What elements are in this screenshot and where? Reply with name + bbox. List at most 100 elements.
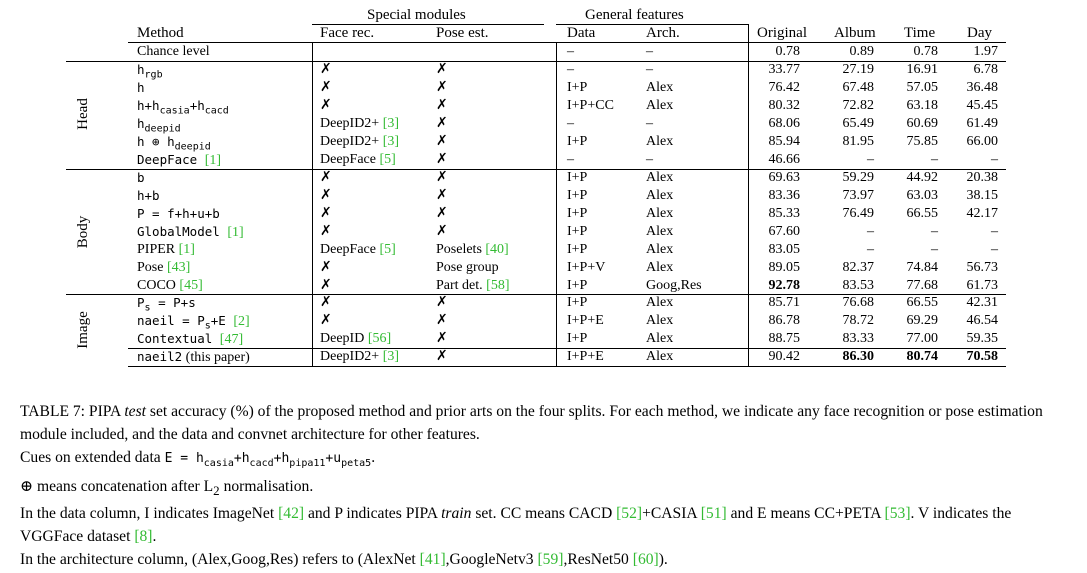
cite-link[interactable]: [59]	[537, 551, 564, 569]
chance-album: 0.89	[849, 44, 875, 59]
album-cell: 76.49	[842, 206, 875, 221]
arch-cell: Alex	[646, 188, 674, 203]
pose-cell: ✗	[436, 98, 448, 113]
album-cell: 83.53	[842, 278, 875, 293]
time-cell: 60.69	[906, 116, 939, 131]
arch-cell: Alex	[646, 170, 674, 185]
face-cell: DeepID2+ [3]	[320, 349, 400, 364]
data-cell: I+P	[567, 80, 588, 95]
day-cell: 61.49	[966, 116, 999, 131]
cite-link[interactable]: [52]	[616, 505, 643, 523]
face-cell: DeepID2+ [3]	[320, 134, 400, 149]
method-cell: h+hcasia+hcacd	[137, 98, 229, 117]
col-header-album: Album	[834, 25, 876, 41]
chance-arch: –	[646, 44, 653, 59]
cite-link[interactable]: [8]	[134, 528, 153, 546]
face-cell: DeepID2+ [3]	[320, 116, 400, 131]
face-cell: DeepID [56]	[320, 331, 392, 346]
album-cell: 65.49	[842, 116, 875, 131]
data-cell: I+P	[567, 242, 588, 257]
face-cell: ✗	[320, 98, 332, 113]
original-cell: 85.33	[768, 206, 801, 221]
original-cell: 86.78	[768, 313, 801, 328]
day-cell: 70.58	[966, 349, 999, 364]
method-cell: h+b	[137, 188, 160, 203]
album-cell: 82.37	[842, 260, 875, 275]
day-cell: 42.31	[966, 295, 999, 310]
pose-cell: ✗	[436, 206, 448, 221]
pose-cell: ✗	[436, 295, 448, 310]
time-cell: 80.74	[906, 349, 939, 364]
arch-cell: Alex	[646, 260, 674, 275]
time-cell: 77.00	[906, 331, 939, 346]
time-cell: 63.03	[906, 188, 939, 203]
day-cell: 45.45	[966, 98, 999, 113]
col-header-time: Time	[904, 25, 936, 41]
data-cell: I+P	[567, 188, 588, 203]
day-cell: 6.78	[973, 62, 999, 77]
original-cell: 85.94	[768, 134, 801, 149]
album-cell: 81.95	[842, 134, 875, 149]
arch-cell: –	[646, 152, 653, 167]
caption-line-4: In the data column, I indicates ImageNet…	[20, 505, 1012, 546]
group-label-image: Image	[75, 311, 91, 349]
day-cell: 59.35	[966, 331, 999, 346]
original-cell: 80.32	[768, 98, 801, 113]
method-cell: DeepFace [1]	[137, 152, 222, 168]
day-cell: 66.00	[966, 134, 999, 149]
day-cell: 38.15	[966, 188, 999, 203]
data-cell: I+P	[567, 134, 588, 149]
col-header-day: Day	[967, 25, 992, 41]
original-cell: 46.66	[768, 152, 801, 167]
data-cell: I+P	[567, 278, 588, 293]
day-cell: 20.38	[966, 170, 999, 185]
cite-link[interactable]: [41]	[419, 551, 446, 569]
cite-link[interactable]: [42]	[278, 505, 305, 523]
method-cell: Ps = P+s	[137, 295, 196, 314]
face-cell: ✗	[320, 260, 332, 275]
time-cell: 77.68	[906, 278, 939, 293]
arch-cell: Alex	[646, 242, 674, 257]
data-cell: I+P+E	[567, 313, 604, 328]
album-cell: 72.82	[842, 98, 875, 113]
group-header-general: General features	[585, 7, 684, 23]
method-cell: naeil = Ps+E [2]	[137, 313, 250, 332]
cite-link[interactable]: [53]	[884, 505, 911, 523]
cite-link[interactable]: [51]	[700, 505, 727, 523]
arch-cell: –	[646, 116, 653, 131]
original-cell: 69.63	[768, 170, 801, 185]
time-cell: 57.05	[906, 80, 939, 95]
method-cell: Pose [43]	[137, 260, 191, 275]
pose-cell: ✗	[436, 331, 448, 346]
pose-cell: Part det. [58]	[436, 278, 510, 293]
group-label-body: Body	[75, 215, 91, 249]
album-cell: 83.33	[842, 331, 875, 346]
time-cell: 69.29	[906, 313, 939, 328]
pose-cell: ✗	[436, 80, 448, 95]
day-cell: –	[991, 242, 998, 257]
method-cell: h ⊕ hdeepid	[137, 134, 211, 153]
original-cell: 89.05	[768, 260, 801, 275]
face-cell: DeepFace [5]	[320, 152, 396, 167]
method-cell: hrgb	[137, 62, 163, 81]
arch-cell: Alex	[646, 349, 674, 364]
col-header-face: Face rec.	[320, 25, 375, 41]
album-cell: 59.29	[842, 170, 875, 185]
face-cell: ✗	[320, 313, 332, 328]
album-cell: –	[867, 224, 874, 239]
face-cell: ✗	[320, 278, 332, 293]
arch-cell: –	[646, 62, 653, 77]
album-cell: 76.68	[842, 295, 875, 310]
original-cell: 83.05	[768, 242, 801, 257]
pose-cell: Poselets [40]	[436, 242, 509, 257]
data-cell: –	[567, 152, 574, 167]
chance-day: 1.97	[973, 44, 999, 59]
cite-link[interactable]: [60]	[632, 551, 659, 569]
day-cell: 46.54	[966, 313, 999, 328]
caption-line-5: In the architecture column, (Alex,Goog,R…	[20, 551, 668, 569]
original-cell: 33.77	[768, 62, 801, 77]
original-cell: 88.75	[768, 331, 801, 346]
time-cell: 75.85	[906, 134, 939, 149]
data-cell: I+P	[567, 170, 588, 185]
arch-cell: Alex	[646, 98, 674, 113]
